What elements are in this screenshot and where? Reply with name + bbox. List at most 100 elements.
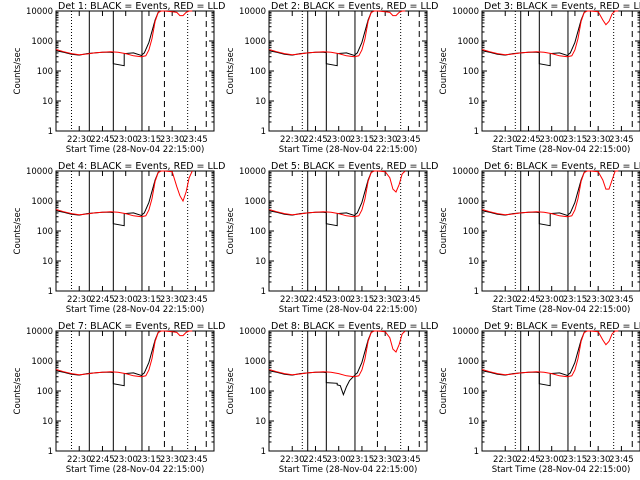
y-tick-label: 10000 [239, 327, 266, 337]
x-tick-label: 23:30 [160, 455, 185, 465]
plot-frame [481, 170, 640, 292]
chart-title: Det 3: BLACK = Events, RED = LLD [484, 1, 640, 12]
y-tick-label: 1000 [244, 357, 266, 367]
y-tick-label: 1 [474, 287, 479, 297]
y-tick-label: 10 [468, 97, 479, 107]
plot-frame [55, 330, 215, 452]
plot-frame [481, 330, 640, 452]
x-axis-label: Start Time (28-Nov-04 22:15:00) [66, 305, 205, 315]
x-tick-label: 22:45 [516, 135, 541, 145]
x-tick-label: 23:30 [373, 295, 398, 305]
x-axis-label: Start Time (28-Nov-04 22:15:00) [66, 465, 205, 475]
chart-title: Det 9: BLACK = Events, RED = LLD [484, 321, 640, 332]
detector-panel-8: Det 8: BLACK = Events, RED = LLD Start Ti… [226, 321, 438, 475]
x-tick-label: 23:30 [373, 135, 398, 145]
x-tick-label: 23:15 [350, 295, 375, 305]
x-tick-label: 23:30 [586, 455, 611, 465]
chart-title: Det 8: BLACK = Events, RED = LLD [271, 321, 438, 332]
x-tick-label: 22:30 [67, 135, 92, 145]
detector-panel-3: Det 3: BLACK = Events, RED = LLD Start Ti… [439, 1, 640, 155]
detector-panel-1: Det 1: BLACK = Events, RED = LLD Start Ti… [13, 1, 225, 155]
series-line-events [268, 11, 374, 67]
x-tick-label: 23:00 [326, 455, 351, 465]
x-tick-label: 23:45 [609, 295, 634, 305]
x-tick-label: 23:00 [326, 295, 351, 305]
x-tick-label: 23:00 [539, 135, 564, 145]
x-tick-label: 23:15 [563, 295, 588, 305]
y-tick-label: 10 [255, 257, 266, 267]
y-tick-label: 10000 [26, 167, 53, 177]
y-tick-label: 100 [37, 67, 53, 77]
x-tick-label: 23:00 [326, 135, 351, 145]
detector-panel-4: Det 4: BLACK = Events, RED = LLD Start Ti… [13, 161, 225, 315]
detector-panel-7: Det 7: BLACK = Events, RED = LLD Start Ti… [13, 321, 225, 475]
y-tick-label: 10000 [452, 7, 479, 17]
x-tick-label: 22:45 [516, 295, 541, 305]
chart-title: Det 2: BLACK = Events, RED = LLD [271, 1, 438, 12]
series-line-events [481, 171, 587, 227]
plot-frame [481, 10, 640, 132]
x-tick-label: 22:45 [90, 135, 115, 145]
y-tick-label: 10000 [452, 327, 479, 337]
x-tick-label: 23:15 [563, 455, 588, 465]
x-tick-label: 23:15 [137, 135, 162, 145]
x-axis-label: Start Time (28-Nov-04 22:15:00) [279, 145, 418, 155]
x-tick-label: 22:30 [493, 455, 518, 465]
y-tick-label: 1000 [457, 357, 479, 367]
y-tick-label: 100 [37, 227, 53, 237]
y-tick-label: 1000 [244, 197, 266, 207]
x-tick-label: 22:30 [67, 295, 92, 305]
chart-title: Det 5: BLACK = Events, RED = LLD [271, 161, 438, 172]
x-tick-label: 23:45 [396, 135, 421, 145]
y-tick-label: 1 [474, 127, 479, 137]
y-tick-label: 10 [42, 417, 53, 427]
x-tick-label: 23:30 [160, 135, 185, 145]
y-tick-label: 1000 [31, 37, 53, 47]
x-tick-label: 22:30 [280, 135, 305, 145]
y-tick-label: 10 [468, 257, 479, 267]
plot-frame [268, 330, 428, 452]
detector-panel-5: Det 5: BLACK = Events, RED = LLD Start Ti… [226, 161, 438, 315]
x-tick-label: 23:00 [539, 295, 564, 305]
x-axis-label: Start Time (28-Nov-04 22:15:00) [66, 145, 205, 155]
x-tick-label: 22:30 [67, 455, 92, 465]
x-tick-label: 22:45 [303, 455, 328, 465]
y-tick-label: 1 [261, 287, 266, 297]
y-axis-label: Counts/sec [439, 367, 449, 414]
x-axis-label: Start Time (28-Nov-04 22:15:00) [492, 465, 631, 475]
series-line-events [481, 331, 587, 387]
x-tick-label: 22:45 [516, 455, 541, 465]
x-tick-label: 22:45 [303, 295, 328, 305]
y-tick-label: 1000 [244, 37, 266, 47]
x-tick-label: 22:30 [493, 295, 518, 305]
y-axis-label: Counts/sec [13, 207, 23, 254]
x-tick-label: 23:15 [137, 455, 162, 465]
x-axis-label: Start Time (28-Nov-04 22:15:00) [279, 305, 418, 315]
x-tick-label: 23:45 [396, 295, 421, 305]
y-axis-label: Counts/sec [439, 207, 449, 254]
y-tick-label: 10 [42, 97, 53, 107]
y-tick-label: 1000 [457, 197, 479, 207]
y-tick-label: 1 [261, 447, 266, 457]
x-tick-label: 22:45 [90, 455, 115, 465]
y-axis-label: Counts/sec [226, 47, 236, 94]
y-tick-label: 1 [48, 127, 53, 137]
series-line-events [481, 11, 587, 67]
series-line-lld [55, 330, 193, 378]
plot-frame [55, 170, 215, 292]
y-tick-label: 100 [250, 67, 266, 77]
y-tick-label: 1 [48, 447, 53, 457]
chart-title: Det 6: BLACK = Events, RED = LLD [484, 161, 640, 172]
detector-panel-2: Det 2: BLACK = Events, RED = LLD Start Ti… [226, 1, 438, 155]
x-tick-label: 23:15 [137, 295, 162, 305]
x-tick-label: 23:45 [183, 295, 208, 305]
y-tick-label: 100 [463, 67, 479, 77]
x-tick-label: 23:45 [183, 135, 208, 145]
series-line-lld [55, 10, 193, 58]
x-tick-label: 23:00 [539, 455, 564, 465]
y-tick-label: 10000 [239, 7, 266, 17]
series-line-lld [268, 330, 406, 378]
x-tick-label: 23:30 [160, 295, 185, 305]
y-tick-label: 10000 [26, 327, 53, 337]
